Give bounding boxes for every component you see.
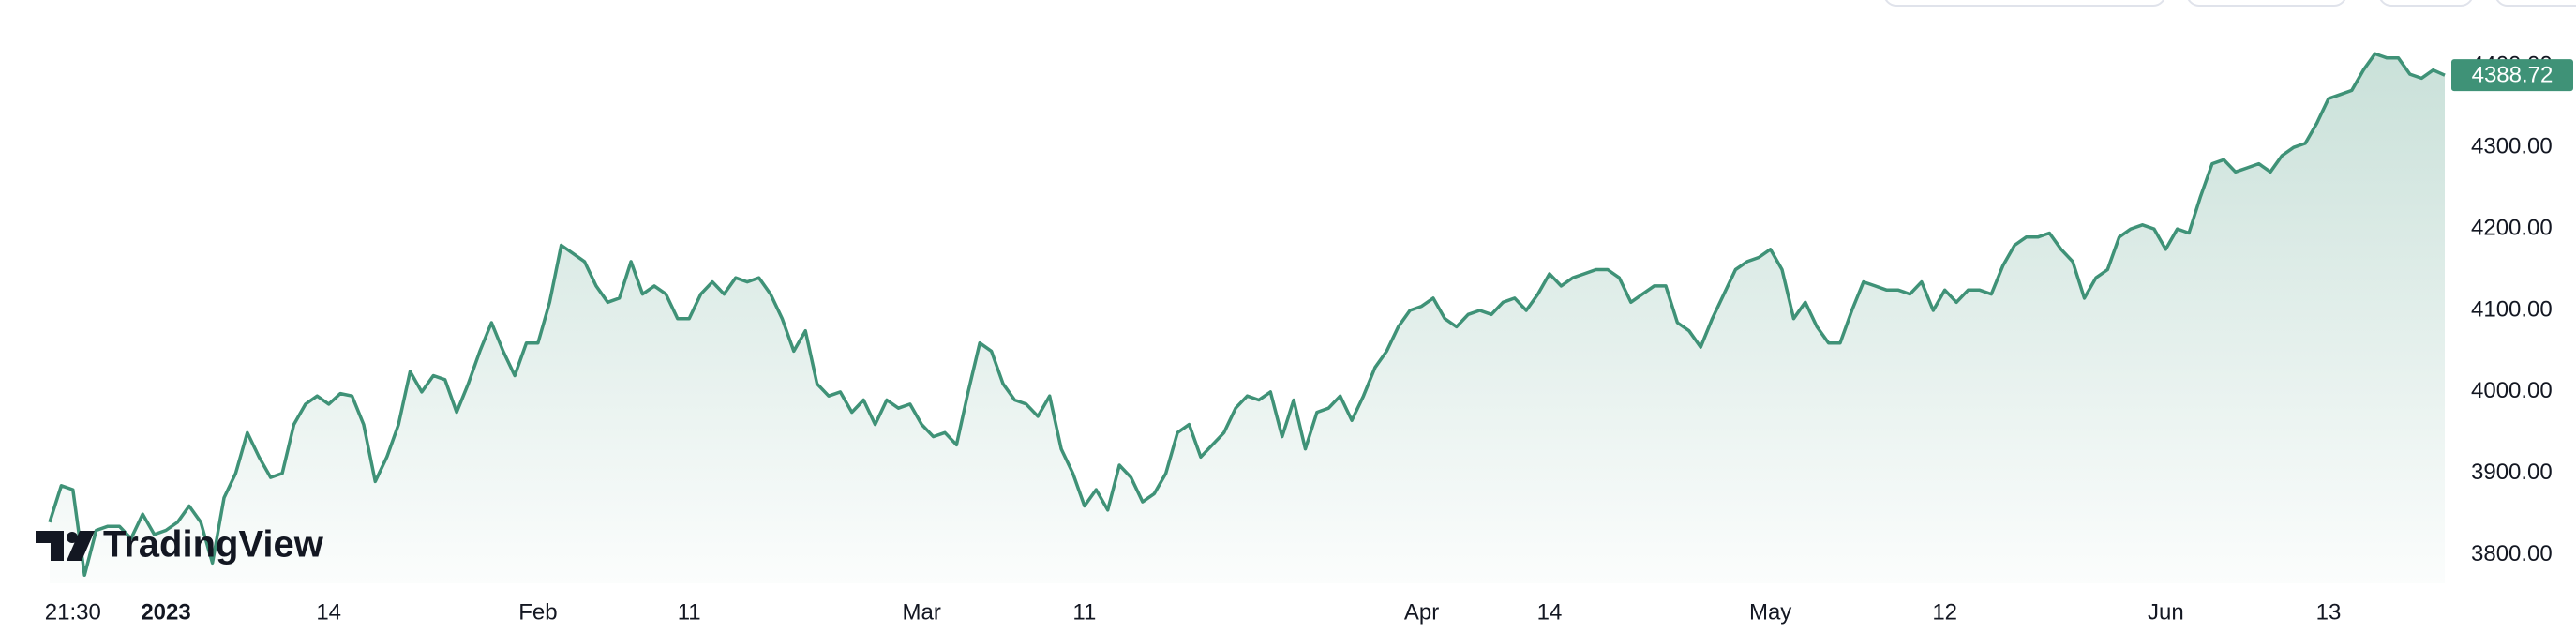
y-tick-label: 3800.00 <box>2471 541 2553 566</box>
x-tick-label: 12 <box>1932 599 1957 625</box>
last-price-label: 4388.72 <box>2472 63 2554 88</box>
y-tick-label: 4100.00 <box>2471 296 2553 322</box>
toolbar-button[interactable] <box>2187 0 2346 7</box>
toolbar-button[interactable] <box>2379 0 2473 7</box>
x-tick-label: May <box>1749 599 1791 625</box>
y-tick-label: 4200.00 <box>2471 215 2553 240</box>
logo-icon <box>67 531 95 561</box>
watermark: TradingView <box>103 524 324 566</box>
last-price-tag <box>2451 59 2573 92</box>
y-tick-label: 3900.00 <box>2471 460 2553 485</box>
toolbar-button[interactable] <box>1884 0 2165 7</box>
x-tick-label: 13 <box>2316 599 2342 625</box>
x-tick-label: Mar <box>903 599 941 625</box>
y-tick-label: 4300.00 <box>2471 134 2553 159</box>
x-tick-label: Feb <box>518 599 557 625</box>
logo: TradingView <box>36 524 324 566</box>
area-fill <box>50 53 2445 584</box>
x-tick-label: Apr <box>1404 599 1439 625</box>
y-tick-label: 4000.00 <box>2471 378 2553 403</box>
logo-icon <box>36 531 64 561</box>
logo-icon <box>67 532 78 543</box>
x-tick-label: 14 <box>316 599 341 625</box>
toolbar-button[interactable] <box>2495 0 2576 7</box>
x-tick-label: 21:30 <box>45 599 101 625</box>
x-tick-label: 11 <box>678 599 701 625</box>
x-tick-label: 11 <box>1072 599 1096 625</box>
plot-area: 3800.00 3900.00 4000.00 4100.00 4200.00 4300.… <box>45 52 2553 625</box>
x-tick-label: 14 <box>1537 599 1563 625</box>
x-tick-label: Jun <box>2148 599 2184 625</box>
price-line <box>48 52 2446 578</box>
x-tick-label: 2023 <box>141 599 190 625</box>
